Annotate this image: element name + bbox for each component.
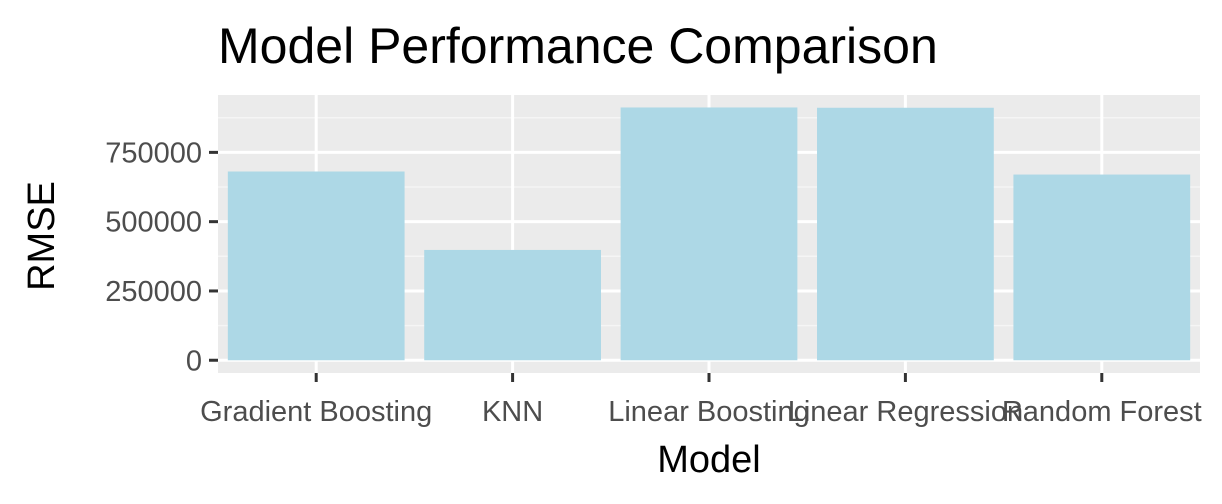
chart-title: Model Performance Comparison bbox=[218, 18, 938, 74]
y-tick-label: 500000 bbox=[105, 207, 202, 239]
bar-linear-boosting bbox=[620, 107, 798, 361]
y-tick-label: 0 bbox=[186, 345, 202, 377]
y-axis-title: RMSE bbox=[21, 181, 63, 291]
y-axis: 0 250000 500000 750000 bbox=[105, 137, 218, 377]
y-tick-label: 250000 bbox=[105, 276, 202, 308]
bar-knn bbox=[424, 249, 601, 361]
bar-gradient-boosting bbox=[227, 171, 405, 361]
x-axis: Gradient Boosting KNN Linear BoostingLinea… bbox=[200, 373, 1202, 428]
x-tick-label: Gradient Boosting bbox=[200, 396, 432, 428]
bars bbox=[227, 107, 1191, 361]
x-tick-label: Linear Regression bbox=[788, 396, 1023, 428]
bar-random-forest bbox=[1013, 174, 1191, 361]
x-tick-label: Linear Boosting bbox=[608, 396, 810, 428]
x-axis-title: Model bbox=[657, 439, 761, 481]
x-tick-label: Random Forest bbox=[1002, 396, 1202, 428]
bar-linear-regression bbox=[817, 107, 994, 361]
y-tick-label: 750000 bbox=[105, 137, 202, 169]
x-tick-label: KNN bbox=[482, 396, 543, 428]
